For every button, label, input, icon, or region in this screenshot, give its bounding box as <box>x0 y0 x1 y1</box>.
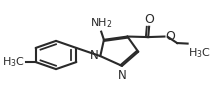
Text: O: O <box>144 13 154 26</box>
Text: H$_3$C: H$_3$C <box>2 55 25 69</box>
Text: O: O <box>165 30 175 43</box>
Text: N: N <box>90 49 99 62</box>
Text: H$_3$C: H$_3$C <box>188 46 211 60</box>
Text: N: N <box>118 69 127 82</box>
Text: NH$_2$: NH$_2$ <box>90 16 113 30</box>
